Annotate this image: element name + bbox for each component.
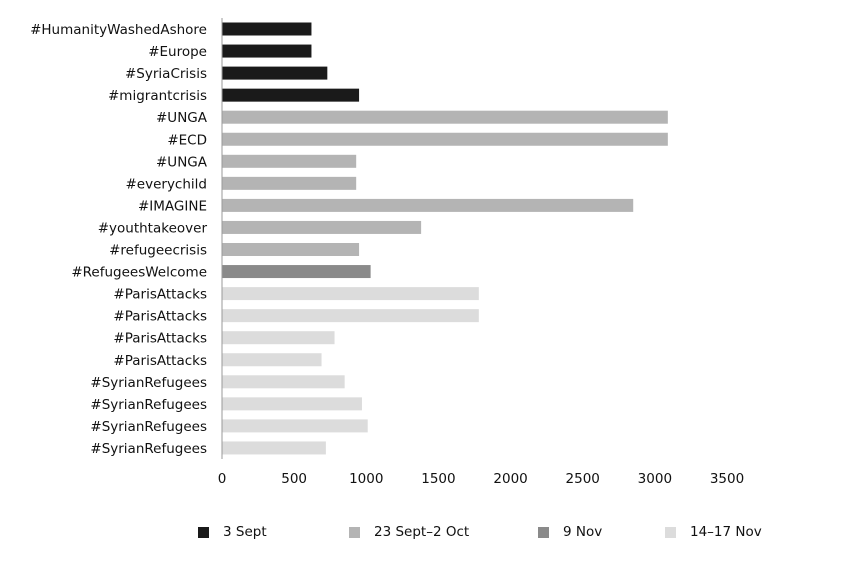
category-label: #UNGA [156, 154, 208, 170]
category-label: #youthtakeover [98, 220, 208, 236]
x-tick-label: 3500 [710, 471, 744, 487]
category-label: #ParisAttacks [113, 353, 207, 369]
bar [222, 154, 357, 168]
category-label: #ECD [167, 132, 207, 148]
bar [222, 88, 360, 102]
category-label: #SyrianRefugees [90, 397, 207, 413]
x-tick-label: 500 [281, 471, 307, 487]
bar [222, 265, 371, 279]
category-label: #SyrianRefugees [90, 441, 207, 457]
legend-label: 9 Nov [563, 524, 603, 540]
category-label: #IMAGINE [138, 198, 207, 214]
bars [222, 22, 668, 455]
category-label: #everychild [125, 176, 207, 192]
bar [222, 22, 312, 36]
legend-label: 23 Sept–2 Oct [374, 524, 470, 540]
bar [222, 375, 345, 389]
category-label: #ParisAttacks [113, 287, 207, 303]
x-tick-label: 3000 [638, 471, 672, 487]
bar [222, 397, 362, 411]
category-label: #UNGA [156, 110, 208, 126]
category-labels: #HumanityWashedAshore #Europe #SyriaCrisis… [30, 22, 208, 457]
bar [222, 331, 335, 345]
category-label: #SyrianRefugees [90, 375, 207, 391]
bar [222, 44, 312, 58]
bar [222, 309, 479, 323]
x-tick-label: 2000 [493, 471, 527, 487]
legend-label: 3 Sept [223, 524, 267, 540]
x-tick-labels: 0 500 1000 1500 2000 2500 3000 3500 [218, 471, 744, 487]
legend-item-9-nov: 9 Nov [538, 524, 602, 540]
legend-item-23-sept-2-oct: 23 Sept–2 Oct [349, 524, 469, 540]
legend-label: 14–17 Nov [690, 524, 762, 540]
bar [222, 441, 326, 455]
bar [222, 287, 479, 301]
bar [222, 132, 668, 146]
category-label: #migrantcrisis [108, 88, 207, 104]
legend-swatch [665, 526, 676, 538]
category-label: #ParisAttacks [113, 309, 207, 325]
legend: 3 Sept 23 Sept–2 Oct 9 Nov 14–17 Nov [0, 524, 850, 548]
x-tick-label: 1500 [421, 471, 455, 487]
bar [222, 198, 634, 212]
category-label: #RefugeesWelcome [71, 265, 207, 281]
x-tick-label: 2500 [566, 471, 600, 487]
category-label: #ParisAttacks [113, 331, 207, 347]
legend-swatch [538, 526, 549, 538]
category-label: #SyrianRefugees [90, 419, 207, 435]
legend-swatch [198, 526, 209, 538]
bar [222, 419, 368, 433]
bar [222, 220, 422, 234]
bar [222, 353, 322, 367]
category-label: #refugeecrisis [109, 243, 207, 259]
x-tick-label: 0 [218, 471, 227, 487]
bar [222, 243, 360, 256]
category-label: #SyriaCrisis [125, 66, 207, 82]
bar-chart: #HumanityWashedAshore #Europe #SyriaCrisis… [30, 18, 744, 487]
x-tick-label: 1000 [349, 471, 383, 487]
bar [222, 176, 357, 190]
bar [222, 110, 668, 124]
legend-item-14-17-nov: 14–17 Nov [665, 524, 762, 540]
category-label: #Europe [148, 44, 207, 60]
legend-swatch [349, 526, 360, 538]
bar [222, 66, 328, 80]
legend-item-3-sept: 3 Sept [198, 524, 267, 540]
category-label: #HumanityWashedAshore [30, 22, 207, 38]
